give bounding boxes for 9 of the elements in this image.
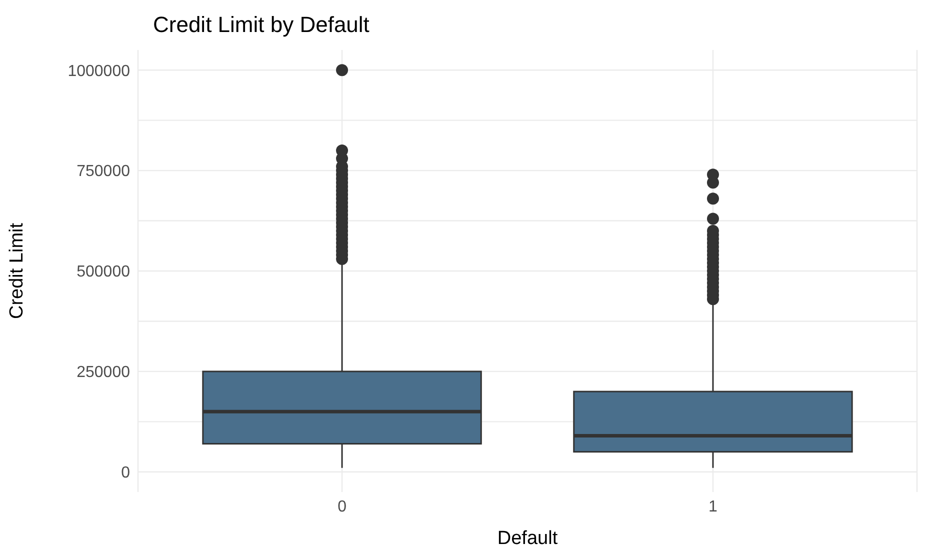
y-tick-label: 750000 (76, 163, 130, 180)
y-tick-label: 500000 (76, 264, 130, 281)
x-tick-label: 1 (708, 498, 718, 516)
chart-title: Credit Limit by Default (153, 11, 370, 39)
y-tick-label: 1000000 (68, 62, 130, 80)
y-tick-label: 0 (121, 464, 130, 482)
y-axis-title: Credit Limit (6, 222, 28, 320)
x-axis-title: Default (497, 528, 558, 549)
y-tick-label: 250000 (76, 364, 130, 382)
